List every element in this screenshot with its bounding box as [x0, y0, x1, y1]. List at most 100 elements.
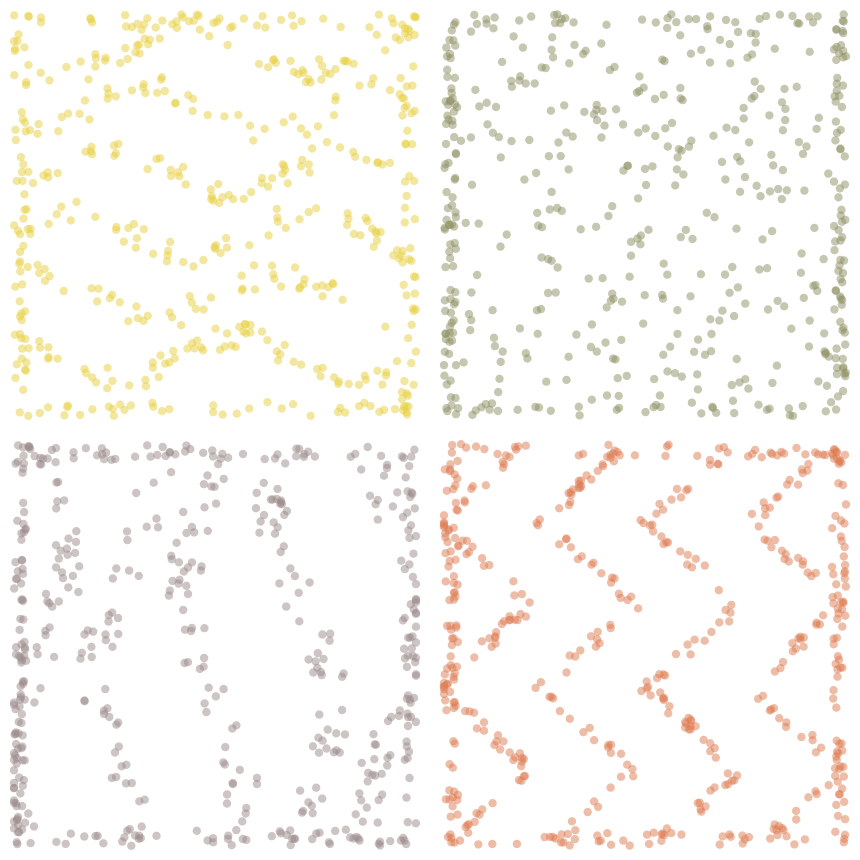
- dot-gold: [385, 86, 395, 95]
- dot-terracotta: [815, 620, 825, 629]
- dot-olive: [838, 354, 847, 364]
- dot-olive: [804, 342, 814, 351]
- dot-gold: [179, 162, 188, 172]
- dot-gold: [135, 49, 144, 58]
- dot-terracotta: [833, 665, 842, 674]
- dot-mauve: [15, 625, 24, 635]
- dot-olive: [641, 180, 651, 190]
- dot-olive: [556, 151, 565, 161]
- dot-olive: [569, 18, 578, 27]
- dot-gold: [169, 346, 178, 356]
- dot-terracotta: [765, 503, 774, 512]
- dot-gold: [18, 115, 27, 124]
- dot-gold: [87, 373, 97, 382]
- dot-gold: [199, 255, 208, 265]
- dot-olive: [446, 376, 455, 385]
- dot-olive: [767, 150, 776, 159]
- dot-gold: [283, 179, 292, 188]
- dot-terracotta: [453, 580, 462, 589]
- dot-terracotta: [664, 709, 673, 718]
- dot-mauve: [183, 589, 193, 599]
- dot-olive: [602, 303, 611, 312]
- dot-mauve: [180, 625, 190, 634]
- dot-gold: [369, 242, 378, 251]
- dot-olive: [537, 253, 546, 262]
- dot-gold: [111, 225, 121, 234]
- dot-olive: [838, 386, 848, 396]
- dot-mauve: [406, 698, 415, 707]
- dot-terracotta: [545, 832, 555, 842]
- dot-gold: [205, 32, 214, 41]
- dot-olive: [755, 265, 764, 274]
- dot-terracotta: [811, 748, 821, 757]
- dot-olive: [838, 81, 848, 90]
- dot-olive: [835, 184, 845, 193]
- dot-terracotta: [510, 591, 519, 600]
- dot-gold: [355, 81, 364, 90]
- dot-gold: [153, 88, 162, 98]
- dot-terracotta: [571, 652, 580, 661]
- dot-olive: [733, 27, 743, 37]
- scatter-panel-olive: [438, 8, 852, 422]
- dot-gold: [156, 351, 165, 360]
- dot-gold: [254, 59, 264, 69]
- dot-olive: [547, 187, 556, 197]
- dot-terracotta: [593, 627, 602, 636]
- dot-olive: [493, 406, 503, 416]
- dot-terracotta: [446, 830, 455, 839]
- dot-olive: [702, 208, 711, 217]
- dot-terracotta: [677, 830, 686, 839]
- dot-olive: [735, 187, 745, 196]
- dot-mauve: [411, 595, 421, 605]
- dot-gold: [63, 109, 73, 118]
- dot-olive: [829, 177, 839, 186]
- dot-mauve: [211, 692, 221, 701]
- dot-olive: [796, 268, 806, 277]
- dot-olive: [534, 221, 543, 230]
- dot-terracotta: [448, 634, 457, 643]
- dot-gold: [344, 214, 353, 223]
- dot-gold: [258, 11, 267, 21]
- dot-terracotta: [838, 622, 847, 631]
- dot-gold: [181, 180, 190, 189]
- dot-mauve: [62, 544, 72, 553]
- dot-mauve: [36, 684, 45, 693]
- dot-terracotta: [583, 807, 592, 817]
- dot-terracotta: [791, 806, 801, 816]
- dot-terracotta: [829, 686, 838, 695]
- dot-olive: [768, 378, 777, 388]
- dot-olive: [761, 11, 771, 21]
- dot-mauve: [41, 589, 51, 599]
- dot-olive: [727, 380, 736, 390]
- dot-gold: [398, 111, 407, 120]
- dot-olive: [560, 101, 569, 110]
- dot-olive: [750, 77, 759, 86]
- dot-mauve: [124, 566, 134, 575]
- dot-olive: [532, 306, 542, 315]
- dot-gold: [392, 357, 402, 366]
- dot-gold: [267, 174, 277, 183]
- dot-olive: [617, 297, 627, 306]
- dot-mauve: [332, 729, 341, 738]
- dot-mauve: [256, 517, 265, 526]
- dot-gold: [400, 177, 410, 186]
- dot-terracotta: [830, 764, 840, 773]
- dot-gold: [215, 198, 224, 208]
- dot-olive: [722, 123, 731, 132]
- dot-gold: [288, 400, 298, 409]
- dot-olive: [744, 138, 754, 147]
- dot-olive: [472, 270, 482, 280]
- dot-olive: [651, 400, 661, 410]
- dot-mauve: [297, 808, 307, 817]
- dot-olive: [587, 320, 597, 329]
- dot-olive: [672, 165, 682, 174]
- dot-terracotta: [811, 568, 820, 578]
- dot-olive: [451, 393, 460, 403]
- dot-olive: [829, 221, 839, 231]
- dot-gold: [44, 343, 53, 352]
- dot-terracotta: [766, 705, 776, 714]
- dot-gold: [305, 168, 314, 177]
- dot-terracotta: [686, 725, 695, 734]
- dot-olive: [678, 95, 687, 105]
- dot-mauve: [17, 825, 27, 834]
